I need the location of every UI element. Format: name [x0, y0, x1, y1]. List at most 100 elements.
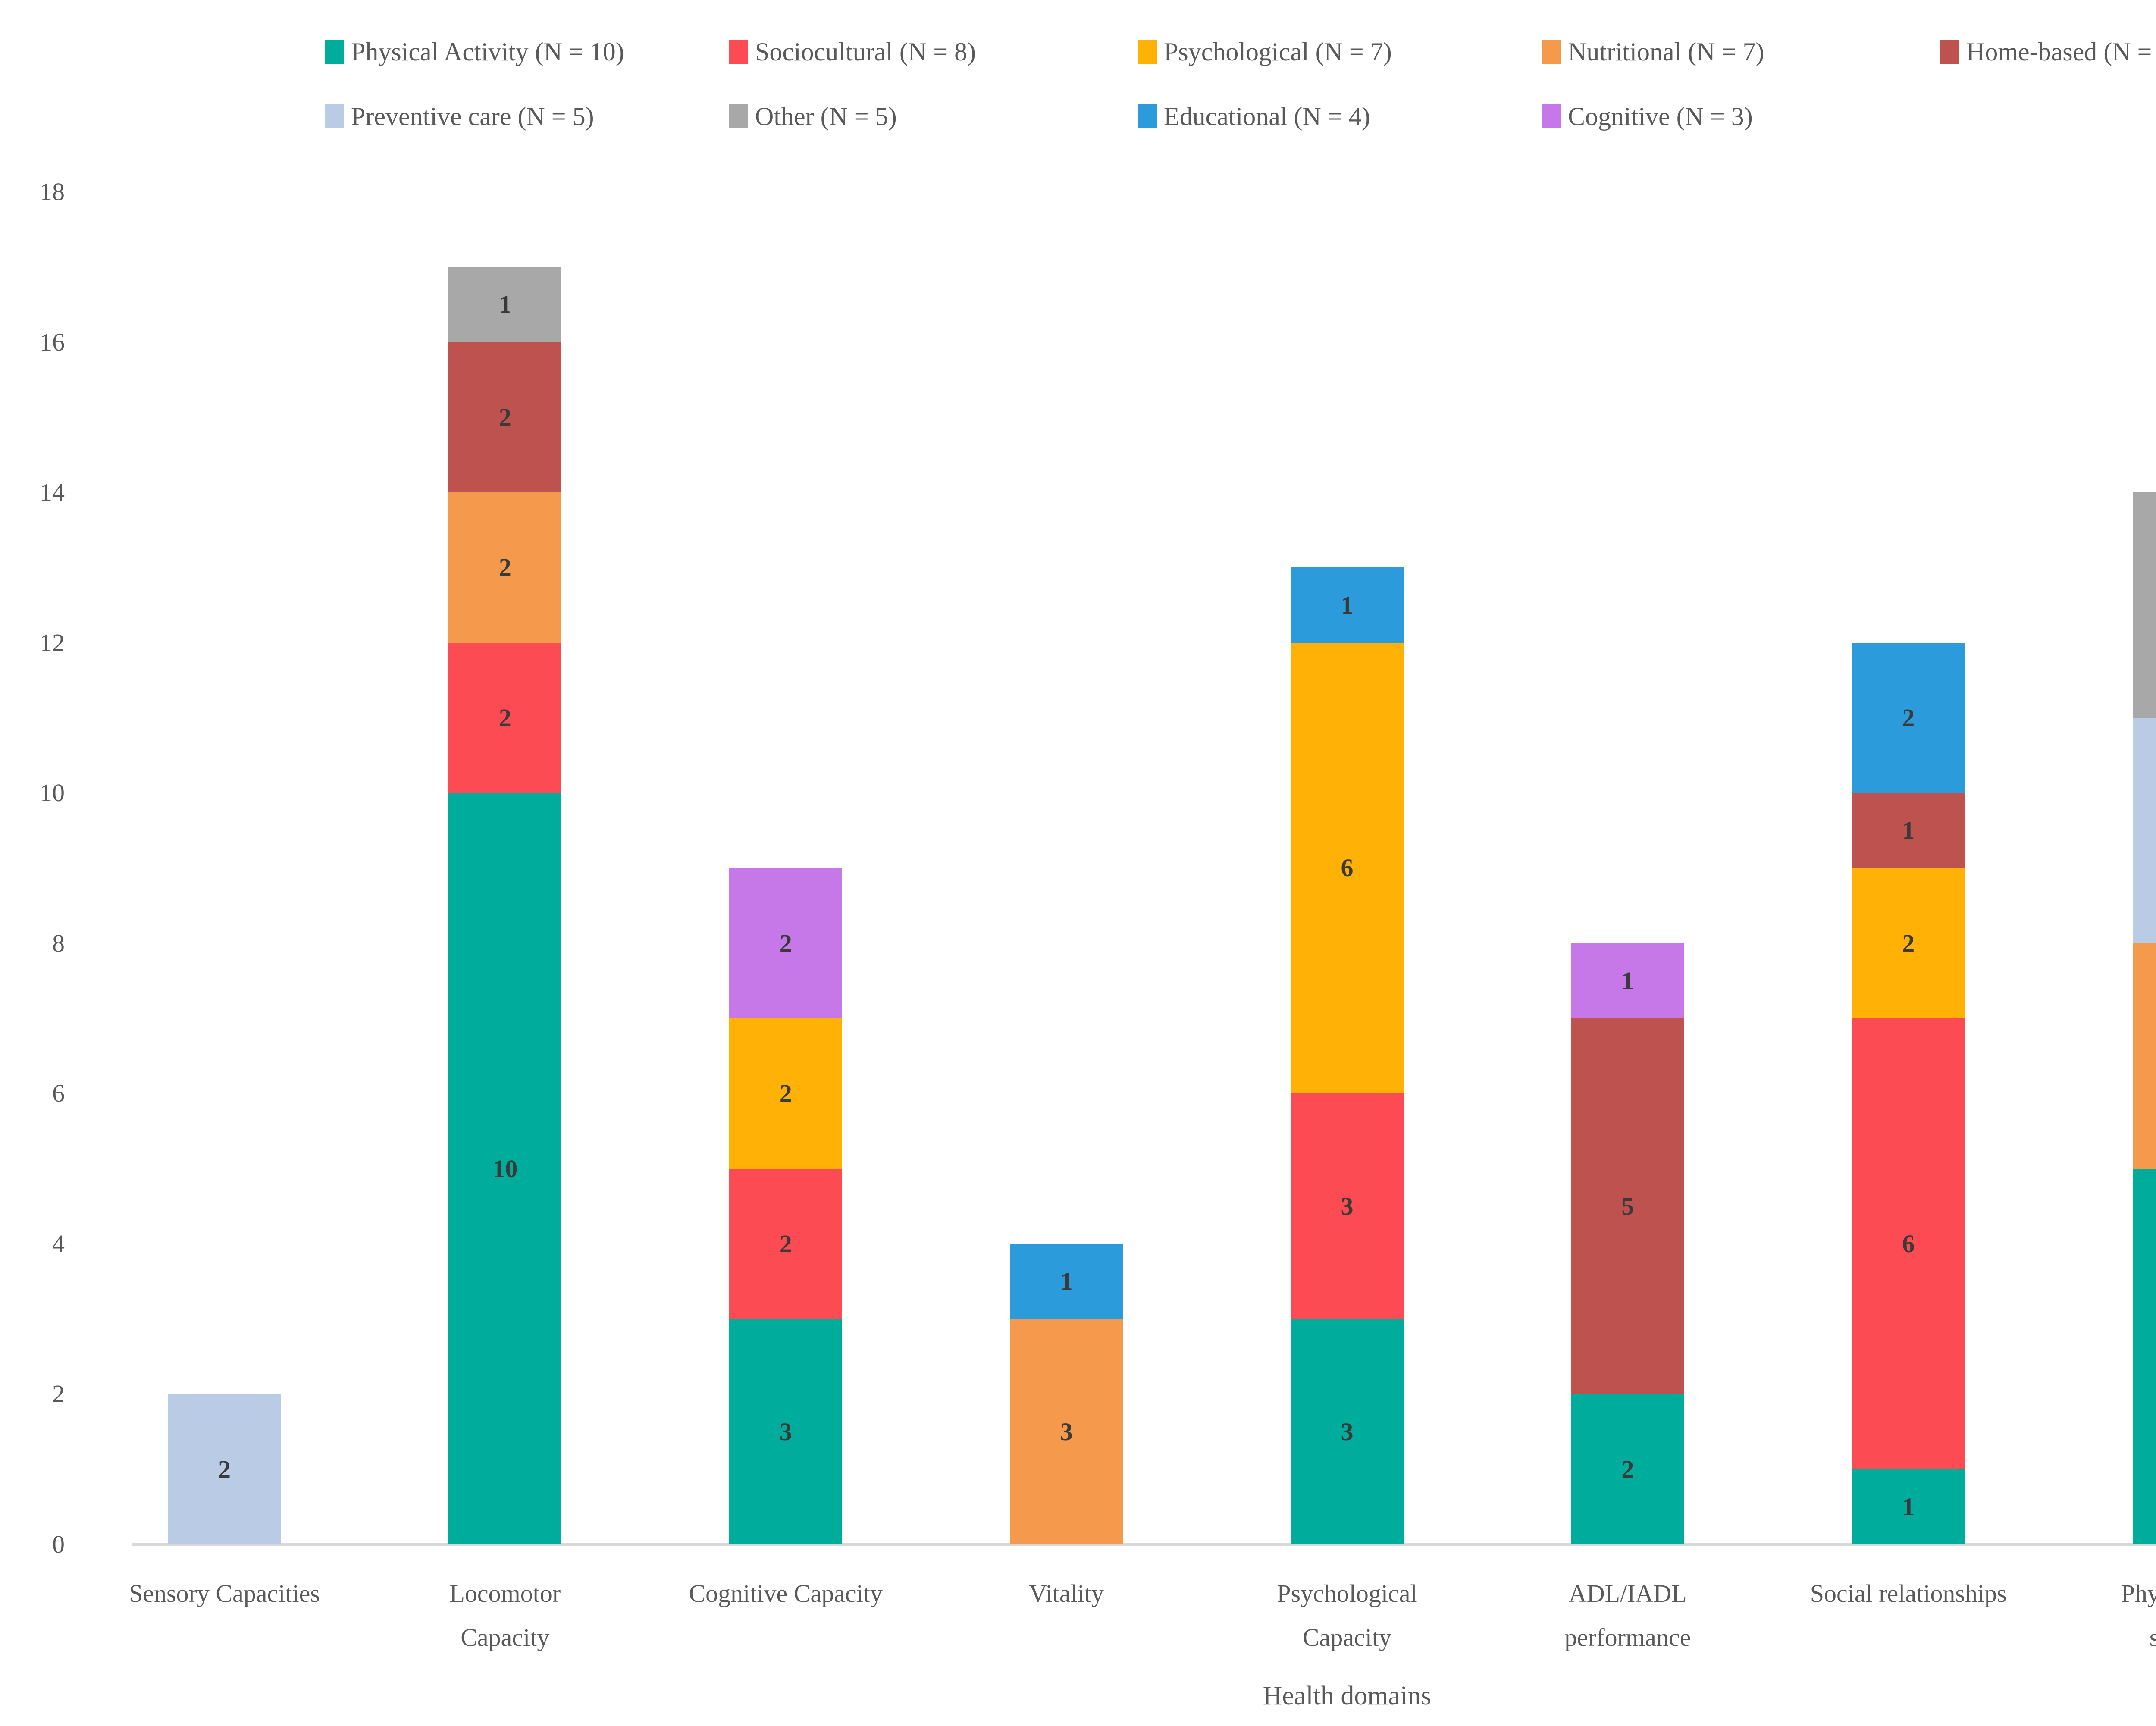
bar-segment-value: 3 [1341, 1417, 1354, 1446]
legend-swatch-icon [729, 104, 748, 128]
bar-segment-sociocultural: 3 [1290, 1093, 1404, 1319]
legend-label: Nutritional (N = 7) [1568, 37, 1764, 66]
y-axis-tick-10: 10 [40, 779, 65, 807]
y-axis-tick-16: 16 [40, 328, 65, 356]
category-label: Social relationships [1810, 1579, 2007, 1607]
bar-segment-value: 3 [1341, 1192, 1354, 1220]
legend-swatch-icon [1940, 40, 1959, 64]
category-label: Psychological Capacity [1277, 1579, 1417, 1651]
bar-segment-preventive_care: 3 [2132, 717, 2156, 943]
legend-label: Sociocultural (N = 8) [755, 37, 976, 66]
y-axis-tick-12: 12 [40, 628, 65, 657]
bar-segment-value: 10 [492, 1154, 518, 1183]
bar-segment-psychological: 6 [1290, 642, 1404, 1094]
legend-swatch-icon [729, 40, 748, 64]
category-label: ADL/IADL performance [1564, 1579, 1691, 1651]
bar-segment-value: 2 [1902, 703, 1915, 732]
legend-item-preventive_care: Preventive care (N = 5) [325, 96, 594, 137]
y-axis-tick-6: 6 [52, 1079, 65, 1108]
bar-segment-value: 2 [1621, 1455, 1634, 1483]
legend-item-other: Other (N = 5) [729, 96, 897, 137]
bar-segment-value: 3 [1060, 1417, 1073, 1446]
bar-segment-value: 3 [779, 1417, 792, 1446]
bar-segment-value: 1 [1341, 591, 1354, 619]
bar-segment-other: 1 [448, 267, 562, 342]
bar-segment-sociocultural: 6 [1852, 1018, 1965, 1469]
bar-segment-value: 2 [498, 403, 511, 431]
bar-segment-home_based: 5 [1571, 1018, 1684, 1394]
legend-item-nutritional: Nutritional (N = 7) [1542, 31, 1764, 72]
bar-segment-psychological: 2 [729, 1018, 843, 1169]
legend-item-cognitive: Cognitive (N = 3) [1542, 96, 1753, 137]
y-axis-tick-2: 2 [52, 1380, 65, 1408]
bar-segment-value: 2 [1902, 929, 1915, 957]
category-label: Sensory Capacities [128, 1579, 320, 1607]
legend-swatch-icon [325, 40, 344, 64]
legend-label: Educational (N = 4) [1164, 102, 1370, 131]
legend-label: Physical Activity (N = 10) [351, 37, 624, 66]
y-axis-tick-0: 0 [52, 1530, 65, 1558]
bar-segment-psychological: 2 [1852, 868, 1965, 1019]
bar-segment-cognitive: 1 [1571, 943, 1684, 1019]
bar-segment-value: 2 [498, 553, 511, 582]
bar-segment-value: 1 [1060, 1267, 1073, 1295]
legend-label: Home-based (N = 5) [1966, 37, 2156, 66]
category-label: Vitality [1029, 1579, 1104, 1607]
bar-segment-value: 1 [1902, 816, 1915, 845]
bar-segment-value: 2 [498, 703, 511, 732]
legend-item-sociocultural: Sociocultural (N = 8) [729, 31, 976, 72]
bar-segment-physical_activity: 2 [1571, 1394, 1684, 1544]
legend-swatch-icon [1138, 40, 1157, 64]
bar-segment-physical_activity: 3 [1290, 1319, 1404, 1544]
bar-segment-educational: 2 [1852, 642, 1965, 793]
category-label: Cognitive Capacity [689, 1579, 883, 1607]
legend-swatch-icon [1138, 104, 1157, 128]
bar-segment-value: 6 [1902, 1229, 1915, 1258]
bar-segment-educational: 1 [1290, 567, 1404, 643]
bar-segment-physical_activity: 5 [2132, 1168, 2156, 1544]
bar-segment-other: 3 [2132, 492, 2156, 718]
bar-segment-physical_activity: 1 [1852, 1469, 1965, 1544]
bar-segment-value: 2 [779, 1079, 792, 1108]
legend-item-home_based: Home-based (N = 5) [1940, 31, 2156, 72]
bar-segment-nutritional: 2 [448, 492, 562, 643]
legend-swatch-icon [1542, 104, 1561, 128]
bar-segment-value: 6 [1341, 854, 1354, 882]
legend-label: Psychological (N = 7) [1164, 37, 1392, 66]
y-axis-tick-8: 8 [52, 929, 65, 957]
y-axis-tick-18: 18 [40, 178, 65, 206]
bar-segment-value: 2 [218, 1455, 231, 1483]
legend-label: Preventive care (N = 5) [351, 102, 594, 131]
legend-label: Cognitive (N = 3) [1568, 102, 1753, 131]
bar-segment-educational: 1 [1010, 1244, 1123, 1319]
bar-segment-home_based: 1 [1852, 793, 1965, 868]
y-axis-tick-14: 14 [40, 478, 65, 507]
bar-segment-physical_activity: 10 [448, 793, 562, 1544]
bar-segment-value: 1 [1621, 966, 1634, 995]
category-label: Physiological systems [2121, 1579, 2156, 1651]
bar-segment-home_based: 2 [448, 342, 562, 493]
bar-segment-value: 1 [498, 290, 511, 319]
legend-swatch-icon [325, 104, 344, 128]
x-axis-title: Health domains [1263, 1681, 1432, 1710]
bar-segment-nutritional: 3 [2132, 943, 2156, 1169]
bar-segment-physical_activity: 3 [729, 1319, 843, 1544]
bar-segment-preventive_care: 2 [168, 1394, 281, 1544]
bar-segment-sociocultural: 2 [448, 642, 562, 793]
legend-label: Other (N = 5) [755, 102, 897, 131]
legend-item-educational: Educational (N = 4) [1138, 96, 1370, 137]
bar-segment-value: 5 [1621, 1192, 1634, 1220]
bar-segment-cognitive: 2 [729, 868, 843, 1019]
bar-segment-value: 2 [779, 1229, 792, 1258]
bar-segment-nutritional: 3 [1010, 1319, 1123, 1544]
category-label: Locomotor Capacity [449, 1579, 561, 1651]
legend-swatch-icon [1542, 40, 1561, 64]
legend-item-physical_activity: Physical Activity (N = 10) [325, 31, 624, 72]
legend-item-psychological: Psychological (N = 7) [1138, 31, 1392, 72]
x-axis-line [132, 1543, 2156, 1546]
bar-segment-value: 1 [1902, 1492, 1915, 1521]
bar-segment-value: 2 [779, 929, 792, 957]
bar-segment-sociocultural: 2 [729, 1168, 843, 1319]
y-axis-tick-4: 4 [52, 1229, 65, 1258]
